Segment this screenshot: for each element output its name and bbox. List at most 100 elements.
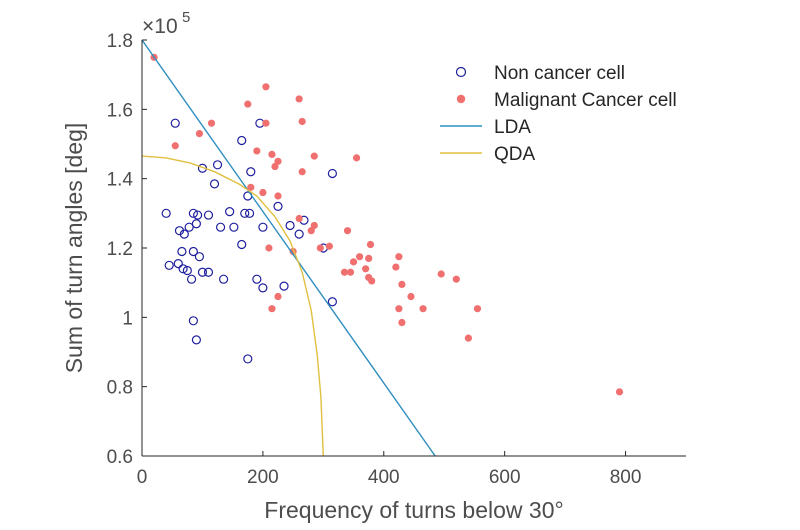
point-non-cancer — [179, 229, 189, 239]
point-cancer — [310, 152, 318, 160]
y-tick-label: 0.8 — [107, 378, 133, 399]
point-cancer — [346, 268, 355, 276]
y-tick-label: 1.8 — [107, 31, 133, 52]
point-non-cancer — [197, 267, 208, 277]
point-cancer — [615, 388, 624, 396]
y-tick-label: 1.2 — [107, 239, 133, 260]
point-non-cancer — [177, 246, 187, 257]
point-non-cancer — [173, 259, 183, 269]
point-non-cancer — [240, 208, 250, 218]
point-cancer — [395, 305, 403, 313]
point-cancer — [392, 263, 400, 271]
point-cancer — [356, 253, 364, 261]
point-cancer — [253, 147, 261, 155]
point-cancer — [473, 305, 482, 313]
point-cancer — [395, 253, 403, 261]
point-non-cancer — [279, 281, 289, 291]
point-non-cancer — [327, 168, 337, 179]
y-tick-label: 1.4 — [107, 170, 134, 191]
point-cancer — [352, 154, 361, 162]
legend-entry: Malignant Cancer cell — [456, 90, 677, 111]
x-tick-label: 200 — [247, 467, 279, 488]
point-cancer — [316, 244, 324, 252]
y-axis-exponent-base: ×10 — [142, 15, 178, 38]
point-cancer — [464, 334, 472, 342]
point-cancer — [349, 258, 358, 266]
y-axis-exponent: ×10 5 — [142, 9, 190, 38]
point-non-cancer — [285, 220, 295, 231]
point-non-cancer — [229, 222, 239, 232]
legend-marker-cancer — [456, 94, 466, 104]
legend-label: Malignant Cancer cell — [494, 90, 677, 111]
point-non-cancer — [203, 210, 214, 220]
y-tick-label: 0.6 — [107, 447, 133, 468]
point-non-cancer — [212, 160, 223, 170]
point-non-cancer — [258, 283, 268, 293]
point-non-cancer — [273, 201, 283, 211]
point-non-cancer — [188, 316, 198, 326]
point-non-cancer — [188, 246, 198, 257]
point-cancer — [366, 240, 375, 249]
point-cancer — [262, 83, 270, 91]
y-tick-label: 1 — [122, 308, 133, 329]
point-cancer — [407, 292, 415, 301]
point-cancer — [262, 119, 270, 127]
point-non-cancer — [193, 210, 203, 220]
point-non-cancer — [209, 179, 220, 189]
series-line-lda — [142, 40, 436, 456]
point-non-cancer — [164, 260, 174, 270]
legend-label: QDA — [494, 144, 536, 165]
point-non-cancer — [237, 135, 247, 146]
point-non-cancer — [161, 208, 171, 218]
point-non-cancer — [170, 118, 180, 128]
point-cancer — [365, 254, 373, 262]
x-tick-label: 800 — [610, 467, 642, 488]
point-cancer — [398, 318, 406, 327]
point-non-cancer — [327, 297, 337, 307]
y-axis-label: Sum of turn angles [deg] — [61, 123, 87, 374]
point-non-cancer — [203, 267, 214, 277]
point-cancer — [268, 150, 276, 158]
x-axis-label: Frequency of turns below 30° — [264, 497, 563, 523]
plot-area — [142, 40, 624, 456]
point-cancer — [419, 305, 427, 313]
point-non-cancer — [215, 222, 226, 232]
legend-label: Non cancer cell — [494, 63, 625, 84]
point-cancer — [247, 183, 255, 191]
point-non-cancer — [191, 219, 201, 229]
y-axis-exponent-power: 5 — [182, 9, 190, 26]
legend-entry: QDA — [440, 144, 536, 165]
point-cancer — [307, 227, 315, 235]
x-tick-label: 400 — [368, 467, 400, 488]
y-tick-label: 1.6 — [107, 100, 133, 121]
point-cancer — [325, 242, 333, 250]
point-non-cancer — [178, 264, 188, 274]
point-cancer — [268, 305, 276, 313]
point-non-cancer — [186, 274, 197, 284]
point-non-cancer — [184, 222, 194, 232]
legend-entry: LDA — [440, 117, 531, 138]
point-non-cancer — [258, 222, 268, 232]
axes: 0 200 400 600 800 0.6 0.8 1 1.2 1.4 1.6 1.8 — [107, 31, 686, 488]
point-non-cancer — [225, 207, 235, 217]
point-cancer — [195, 130, 204, 138]
legend-label: LDA — [494, 117, 531, 138]
point-cancer — [171, 142, 179, 150]
legend-entry: Non cancer cell — [455, 63, 625, 84]
point-non-cancer — [244, 208, 255, 218]
point-non-cancer — [243, 354, 253, 364]
point-cancer — [365, 273, 373, 282]
point-cancer — [244, 100, 252, 108]
point-non-cancer — [188, 208, 198, 218]
point-cancer — [295, 95, 303, 103]
point-cancer — [274, 192, 282, 200]
point-non-cancer — [182, 265, 192, 276]
point-non-cancer — [194, 252, 205, 262]
point-cancer — [362, 265, 370, 273]
point-cancer — [259, 188, 267, 197]
point-cancer — [398, 280, 406, 288]
point-cancer — [298, 117, 306, 126]
point-non-cancer — [237, 239, 247, 250]
point-cancer — [343, 227, 352, 235]
